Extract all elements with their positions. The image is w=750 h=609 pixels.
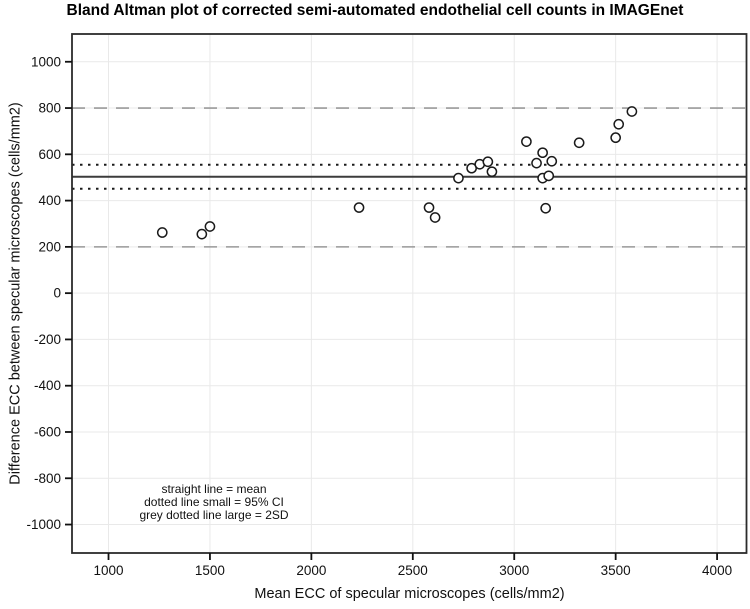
chart-title: Bland Altman plot of corrected semi-auto… (66, 2, 684, 19)
data-point (626, 106, 638, 117)
x-tick-label: 3000 (499, 563, 529, 578)
x-axis-label: Mean ECC of specular microscopes (cells/… (254, 586, 565, 602)
x-tick-label: 4000 (702, 563, 732, 578)
y-tick-label: -1000 (26, 517, 61, 532)
legend-line-mean: straight line = mean (161, 482, 267, 496)
x-tick-label: 1000 (93, 563, 123, 578)
data-point (204, 221, 216, 232)
data-point (521, 136, 532, 147)
legend: straight line = mean dotted line small =… (74, 483, 354, 522)
data-point (196, 228, 208, 240)
y-tick-label: -800 (34, 471, 61, 486)
data-point (543, 170, 555, 182)
data-point (613, 118, 625, 130)
data-point (537, 147, 548, 159)
data-point (546, 155, 558, 167)
data-point (540, 202, 552, 214)
x-tick-label: 3500 (601, 563, 631, 578)
legend-line-2sd: grey dotted line large = 2SD (139, 508, 289, 522)
data-point (353, 202, 365, 213)
data-point (423, 202, 435, 213)
y-tick-label: 400 (38, 193, 61, 208)
y-tick-label: -600 (34, 424, 61, 439)
x-tick-label: 2500 (398, 563, 428, 578)
data-point (429, 212, 441, 223)
legend-line-ci: dotted line small = 95% CI (144, 495, 284, 509)
y-tick-label: 0 (53, 286, 61, 301)
data-point (156, 227, 168, 238)
data-point (610, 132, 622, 144)
y-tick-label: -200 (34, 332, 61, 347)
y-tick-label: 1000 (31, 54, 61, 69)
data-point (486, 166, 498, 178)
data-point (482, 156, 494, 168)
y-tick-label: 600 (38, 147, 61, 162)
data-point (573, 137, 585, 149)
y-tick-label: -400 (34, 378, 61, 393)
y-axis-label: Difference ECC between specular microsco… (7, 102, 24, 485)
x-tick-label: 2000 (296, 563, 326, 578)
y-tick-label: 800 (38, 101, 61, 116)
y-tick-label: 200 (38, 239, 61, 254)
x-tick-label: 1500 (195, 563, 225, 578)
data-point (531, 157, 542, 169)
data-point (453, 172, 464, 184)
